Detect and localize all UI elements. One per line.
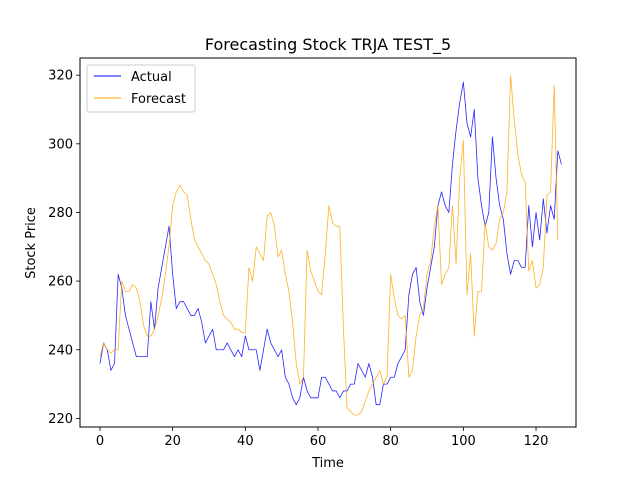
series-line-actual	[99, 81, 562, 406]
x-tick-label: 0	[96, 434, 104, 449]
y-tick-label: 300	[48, 137, 73, 152]
series-layer	[99, 74, 562, 416]
series-line-forecast	[99, 74, 559, 416]
y-tick-label: 260	[48, 275, 73, 290]
legend-box	[86, 64, 196, 113]
x-axis: 0 20 40 60 80 100 120	[96, 427, 549, 449]
y-tick-label: 280	[48, 206, 73, 221]
plot-frame	[79, 57, 577, 428]
legend: Actual Forecast	[86, 64, 196, 113]
plot-area	[79, 57, 577, 428]
y-axis-label: Stock Price	[24, 207, 39, 279]
x-tick-label: 60	[310, 434, 327, 449]
x-tick-label: 40	[237, 434, 254, 449]
y-tick-label: 320	[48, 69, 73, 84]
x-tick-label: 20	[164, 434, 181, 449]
x-tick-label: 120	[524, 434, 549, 449]
legend-actual-label: Actual	[131, 70, 172, 85]
legend-forecast-label: Forecast	[131, 92, 186, 107]
y-tick-label: 220	[48, 412, 73, 427]
y-axis: 220 240 260 280 300 320	[48, 69, 80, 427]
x-tick-label: 100	[451, 434, 476, 449]
y-tick-label: 240	[48, 343, 73, 358]
x-tick-label: 80	[382, 434, 399, 449]
chart-title: Forecasting Stock TRJA TEST_5	[205, 35, 451, 55]
x-axis-label: Time	[311, 456, 344, 471]
